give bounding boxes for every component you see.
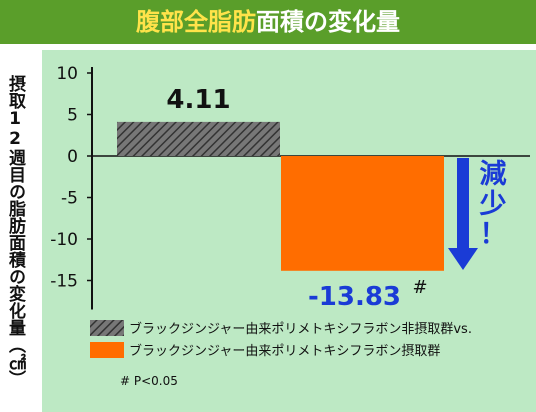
title-rest: 面積の変化量 [256,8,400,36]
y-tick-label: -15 [50,272,78,292]
annotation-char: 減 [480,159,507,190]
chart-title: 腹部全脂肪面積の変化量 [0,0,536,44]
y-tick-label: 0 [67,147,78,167]
legend-swatch-1 [90,342,124,358]
data-label-control: 4.11 [166,85,230,115]
y-axis-label: 摂取12週目の脂肪面積の変化量（㎠） [5,75,25,387]
y-tick-label: -10 [50,230,78,250]
bar-0 [117,121,280,156]
legend-label-1: ブラックジンジャー由来ポリメトキシフラボン摂取群 [129,343,440,359]
y-tick-label: 10 [56,64,78,84]
legend-label-0: ブラックジンジャー由来ポリメトキシフラボン非摂取群vs. [129,321,472,337]
annotation-char: 少 [480,189,507,220]
significance-mark: # [413,277,428,298]
title-highlight: 腹部全脂肪 [136,8,256,36]
footnote: # P<0.05 [120,374,178,388]
bar-1 [281,156,444,271]
y-tick-label: 5 [67,106,78,126]
decrease-arrow-shaft [457,158,469,250]
y-tick-label: -5 [61,189,78,209]
annotation-char: ！ [480,219,507,250]
decrease-arrow-head [448,248,478,270]
legend-swatch-0 [90,320,124,336]
data-label-treatment: -13.83 [308,282,401,312]
